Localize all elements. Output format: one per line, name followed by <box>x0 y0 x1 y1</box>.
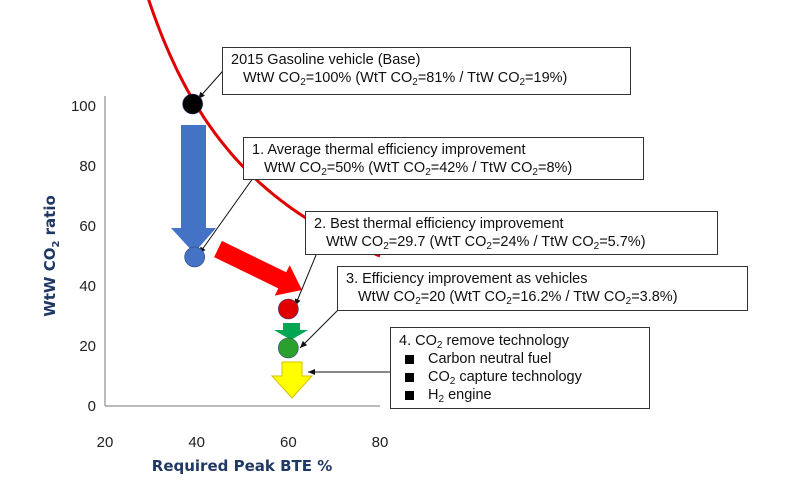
arrows <box>171 125 314 399</box>
text-part: =3.8%) <box>631 289 678 305</box>
x-axis-label: Required Peak BTE % <box>152 457 332 475</box>
subscript: 2 <box>519 77 526 88</box>
co2-box-title: 4. CO2 remove technology <box>399 332 641 351</box>
data-point <box>184 246 205 268</box>
leader-line <box>198 170 259 255</box>
subscript: 2 <box>486 241 492 252</box>
text-part: =29.7 (WtT CO <box>388 234 487 250</box>
tick-labels: 20 40 60 80 0 20 40 60 80 100 <box>71 98 388 451</box>
text-part: =19%) <box>525 70 568 86</box>
subscript: 2 <box>625 296 632 307</box>
y-tick-label: 60 <box>79 218 96 235</box>
text-part: WtW CO <box>358 289 416 305</box>
text-part: capture technology <box>455 369 582 385</box>
subscript: 2 <box>593 241 600 252</box>
red-arrow <box>214 240 302 296</box>
leader-arrowhead <box>300 340 308 348</box>
text-part: =20 (WtT CO <box>420 289 507 305</box>
text-part: remove technology <box>442 333 569 349</box>
text-part: =5.7%) <box>599 234 646 250</box>
text-part: =81% / TtW CO <box>417 70 520 86</box>
annotation-1: 1. Average thermal efficiency improvemen… <box>243 137 644 180</box>
text-part: =8%) <box>537 160 573 176</box>
points <box>182 93 299 359</box>
subscript: 2 <box>321 167 327 178</box>
x-tick-label: 20 <box>97 434 114 451</box>
text-part: =16.2% / TtW CO <box>511 289 626 305</box>
green-arrow <box>274 323 308 340</box>
annotation-title: 2015 Gasoline vehicle (Base) <box>231 52 421 68</box>
annotation-values: WtW CO2=29.7 (WtT CO2=24% / TtW CO2=5.7%… <box>314 233 709 252</box>
x-tick-label: 40 <box>188 434 205 451</box>
x-tick-label: 80 <box>372 434 389 451</box>
axes <box>104 96 380 407</box>
subscript: 2 <box>383 241 389 252</box>
subscript: 2 <box>425 167 431 178</box>
text-part: CO <box>428 369 450 385</box>
y-axis-label: WtW CO2 ratio <box>41 195 62 317</box>
bullet-icon <box>405 390 414 400</box>
text-part: =42% / TtW CO <box>430 160 533 176</box>
y-tick-label: 100 <box>71 98 96 115</box>
x-tick-label: 60 <box>280 434 297 451</box>
text-part: Carbon neutral fuel <box>428 351 552 367</box>
text-part: =50% (WtT CO <box>326 160 426 176</box>
bullet-icon <box>405 354 414 364</box>
y-tick-label: 20 <box>79 338 96 355</box>
annotation-values: WtW CO2=20 (WtT CO2=16.2% / TtW CO2=3.8%… <box>346 288 739 307</box>
y-tick-label: 0 <box>88 398 96 415</box>
co2-box-item: Carbon neutral fuel <box>399 350 641 368</box>
text-part: WtW CO <box>264 160 322 176</box>
annotation-base: 2015 Gasoline vehicle (Base) WtW CO2=100%… <box>222 47 631 95</box>
subscript: 2 <box>300 77 306 88</box>
yellow-arrow <box>270 361 314 399</box>
annotation-values: WtW CO2=100% (WtT CO2=81% / TtW CO2=19%) <box>231 69 622 88</box>
subscript: 2 <box>438 394 445 405</box>
subscript: 2 <box>415 296 421 307</box>
annotation-title: 1. Average thermal efficiency improvemen… <box>252 142 526 158</box>
subscript: 2 <box>449 376 456 387</box>
data-point <box>278 337 299 359</box>
text-part: H <box>428 387 439 403</box>
text-part: WtW CO <box>326 234 384 250</box>
annotation-3: 3. Efficiency improvement as vehicles WtW… <box>337 266 748 311</box>
text-part: =100% (WtT CO <box>305 70 413 86</box>
y-tick-label: 80 <box>79 158 96 175</box>
subscript: 2 <box>506 296 512 307</box>
annotation-values: WtW CO2=50% (WtT CO2=42% / TtW CO2=8%) <box>252 159 635 178</box>
annotation-title: 3. Efficiency improvement as vehicles <box>346 271 588 287</box>
co2-box-item: H2 engine <box>399 386 641 405</box>
subscript: 2 <box>532 167 538 178</box>
text-part: 4. CO <box>399 333 437 349</box>
text-part: WtW CO <box>243 70 301 86</box>
y-tick-label: 40 <box>79 278 96 295</box>
annotation-title: 2. Best thermal efficiency improvement <box>314 216 564 232</box>
blue-arrow <box>171 125 216 253</box>
leader-arrowhead <box>308 369 315 375</box>
data-point <box>278 298 299 320</box>
annotation-2: 2. Best thermal efficiency improvement Wt… <box>305 211 718 255</box>
subscript: 2 <box>412 77 418 88</box>
data-point <box>182 93 203 115</box>
text-part: =24% / TtW CO <box>491 234 594 250</box>
subscript: 2 <box>436 340 443 351</box>
bullet-icon <box>405 372 414 382</box>
text-part: engine <box>444 387 492 403</box>
co2-box-item: CO2 capture technology <box>399 368 641 387</box>
co2-remove-box: 4. CO2 remove technology Carbon neutral f… <box>390 327 650 409</box>
